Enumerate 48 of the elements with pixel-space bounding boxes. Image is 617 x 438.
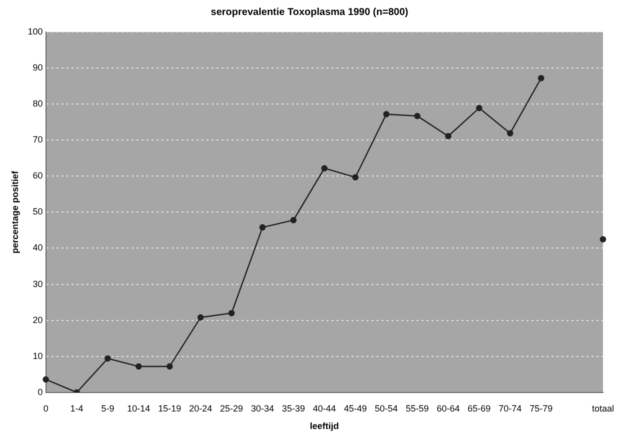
x-tick-label: 45-49 [344,403,367,414]
y-tick-label: 40 [32,242,43,253]
y-tick-label: 50 [32,206,43,217]
y-tick-label: 100 [28,26,43,36]
x-tick-label: 60-64 [436,403,460,414]
x-axis-title: leeftijd [310,421,339,432]
x-tick-label: 50-54 [374,403,398,414]
x-tick-label: 15-19 [158,403,182,414]
point [321,165,328,172]
y-tick-label: 0 [38,386,43,397]
y-tick-label: 70 [32,134,43,145]
y-tick-label: 60 [32,170,43,181]
x-tick-label: 30-34 [250,403,274,414]
x-tick-label: 70-74 [498,403,522,414]
point [476,104,482,112]
point [538,74,544,82]
point [506,130,514,136]
x-tick-label: 55-59 [406,403,429,414]
x-tick-label: totaal [592,403,614,414]
point [166,363,173,370]
y-tick-label: 90 [32,62,43,73]
chart-title: seroprevalentie Toxoplasma 1990 (n=800) [210,6,408,18]
point [600,236,606,242]
x-tick-label: 65-69 [468,403,491,414]
point [197,314,204,321]
y-tick-label: 20 [32,314,43,325]
point [42,376,49,383]
x-tick-label: 1-4 [70,403,84,414]
point [259,224,266,230]
point [290,216,297,224]
point [104,355,111,362]
x-tick-label: 10-14 [127,403,150,414]
point [352,174,359,180]
point [136,363,142,370]
x-tick-label: 35-39 [282,403,305,414]
y-tick-label: 80 [32,98,43,109]
x-tick-label: 5-9 [101,403,114,414]
y-tick-label: 30 [32,278,43,289]
point [414,112,420,120]
y-tick-label: 10 [32,350,43,361]
x-tick-label: 75-79 [530,403,553,414]
point [383,111,390,118]
x-tick-label: 40-44 [312,403,336,414]
x-tick-label: 20-24 [189,403,212,414]
point [228,310,235,316]
y-axis-title: percentage positief [10,170,20,254]
x-tick-label: 25-29 [220,403,244,414]
point [445,133,452,140]
